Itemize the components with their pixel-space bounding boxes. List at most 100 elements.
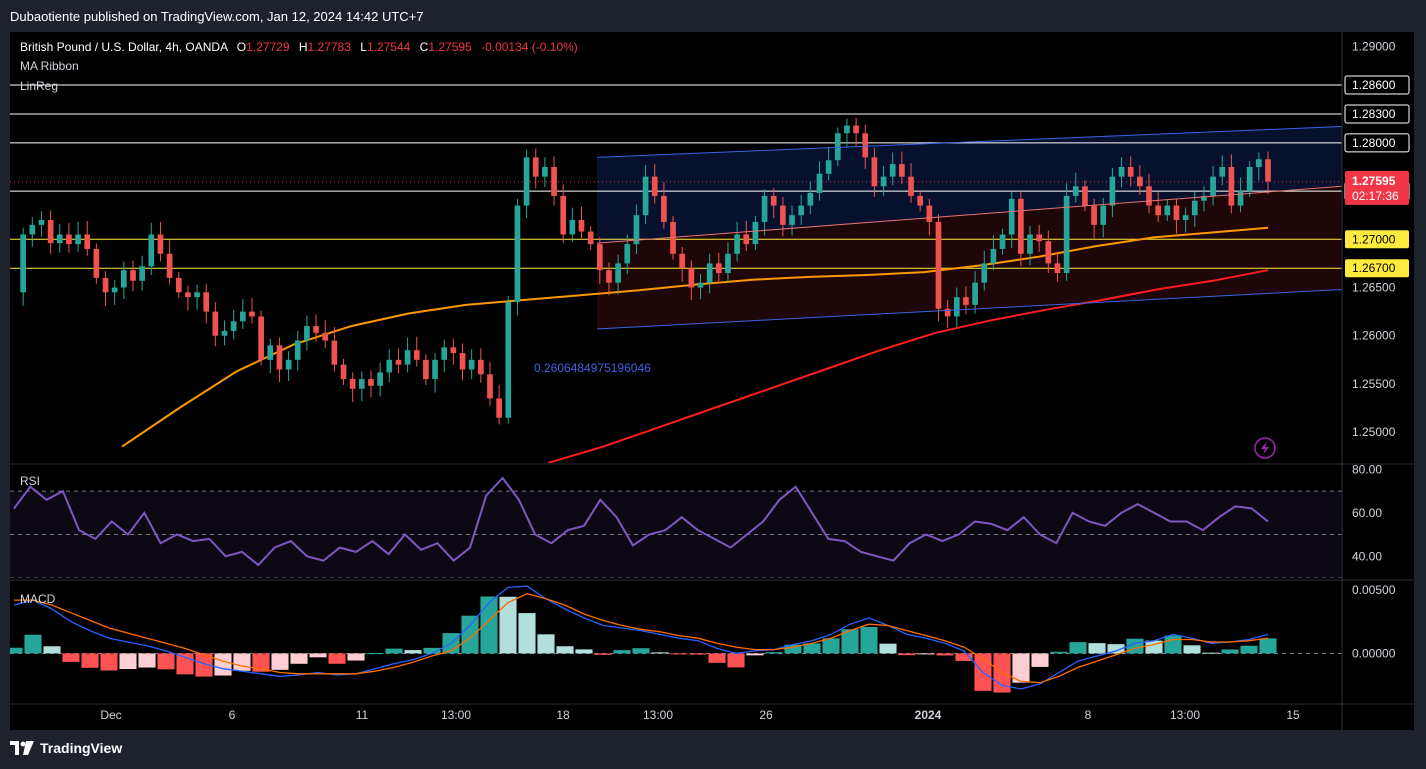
- macd-histogram-bar: [727, 653, 745, 668]
- macd-histogram-bar: [271, 653, 289, 670]
- macd-histogram-bar: [195, 653, 213, 677]
- candle-body: [212, 311, 219, 336]
- channel-lower-fill: [597, 186, 1342, 329]
- candle-body: [194, 292, 200, 298]
- macd-histogram-bar: [594, 653, 612, 655]
- time-axis-tick: 18: [556, 708, 570, 722]
- candle-body: [203, 292, 210, 312]
- open-value: 1.27729: [246, 40, 290, 54]
- level-tag-label: 1.28000: [1352, 136, 1396, 150]
- level-tag-label: 1.26700: [1352, 261, 1396, 275]
- macd-histogram-bar: [746, 653, 764, 656]
- macd-title[interactable]: MACD: [20, 592, 56, 606]
- macd-histogram-bar: [651, 652, 669, 654]
- candle-body: [1237, 191, 1244, 206]
- candle-body: [871, 157, 878, 187]
- level-tag-label: 1.28300: [1352, 107, 1396, 121]
- time-axis-tick: 11: [356, 708, 369, 722]
- candle-body: [130, 270, 136, 281]
- candle-body: [111, 287, 118, 293]
- candle-body: [29, 224, 36, 235]
- indicator-linreg[interactable]: LinReg: [20, 79, 58, 93]
- candle-body: [999, 234, 1006, 249]
- candle-body: [862, 133, 869, 158]
- macd-histogram-bar: [138, 653, 156, 668]
- macd-histogram-bar: [499, 596, 517, 654]
- candle-body: [239, 311, 246, 322]
- macd-histogram-bar: [461, 615, 479, 654]
- macd-histogram-bar: [1050, 651, 1068, 654]
- macd-histogram-bar: [841, 629, 859, 654]
- macd-histogram-bar: [81, 653, 99, 668]
- candle-body: [1091, 205, 1097, 225]
- macd-axis-tick: 0.00500: [1352, 583, 1396, 597]
- level-tag: [1344, 75, 1410, 95]
- candle-body: [1146, 186, 1152, 206]
- candle-body: [780, 205, 786, 225]
- macd-axis-tick: 0.00000: [1352, 646, 1396, 660]
- macd-pane: [10, 585, 1342, 693]
- candle-body: [477, 359, 484, 375]
- candle-body: [770, 195, 777, 206]
- candle-body: [1256, 159, 1262, 167]
- candle-body: [441, 347, 448, 360]
- candle-body: [66, 234, 72, 245]
- candle-body: [615, 263, 621, 283]
- macd-histogram-bar: [1164, 635, 1182, 654]
- candle-body: [1100, 205, 1107, 225]
- candle-body: [1228, 166, 1235, 206]
- candle-body: [322, 332, 329, 341]
- channel-upper-line: [596, 125, 1342, 158]
- symbol-name: British Pound / U.S. Dollar, 4h, OANDA: [20, 40, 228, 54]
- macd-histogram-bar: [1240, 645, 1258, 654]
- candle-body: [944, 308, 951, 317]
- macd-histogram-bar: [24, 634, 42, 654]
- candle-body: [670, 221, 676, 254]
- candle-body: [313, 326, 319, 333]
- candle-body: [990, 248, 997, 264]
- candle-body: [20, 234, 26, 293]
- tradingview-logo[interactable]: TradingView: [10, 740, 122, 756]
- candle-body: [1191, 200, 1198, 216]
- level-tag: [1344, 133, 1410, 153]
- time-axis-tick: 15: [1286, 708, 1300, 722]
- change-value: -0.00134 (-0.10%): [481, 40, 578, 54]
- channel-fill: [597, 126, 1342, 329]
- macd-signal-line: [14, 593, 1269, 684]
- candle-body: [743, 234, 750, 245]
- tradingview-brand: TradingView: [40, 740, 123, 756]
- candle-body: [450, 347, 457, 354]
- candle-body: [834, 133, 841, 161]
- macd-histogram-bar: [385, 648, 403, 654]
- publisher-bar: Dubaotiente published on TradingView.com…: [0, 0, 1426, 32]
- macd-histogram-bar: [1031, 653, 1049, 667]
- chart-panel[interactable]: [10, 32, 1414, 730]
- candle-body: [1118, 166, 1125, 177]
- macd-histogram-bar: [1221, 649, 1239, 654]
- macd-histogram-bar: [575, 649, 593, 654]
- candle-body: [798, 205, 805, 216]
- candle-body: [1027, 234, 1033, 254]
- candle-body: [47, 220, 54, 244]
- candle-body: [102, 277, 109, 293]
- candle-body: [1082, 186, 1088, 206]
- candle-body: [606, 270, 612, 283]
- legend-symbol: British Pound / U.S. Dollar, 4h, OANDA O…: [20, 40, 578, 54]
- last-price-tag: [1345, 170, 1409, 205]
- candle-body: [157, 234, 164, 254]
- ma-orange-line: [121, 226, 1269, 448]
- candle-body: [276, 345, 283, 370]
- candles: [20, 117, 1271, 425]
- rsi-title[interactable]: RSI: [20, 474, 40, 488]
- macd-histogram-bar: [176, 653, 194, 675]
- ma-red-line: [547, 269, 1269, 463]
- candle-body: [175, 277, 182, 293]
- indicator-ma-ribbon[interactable]: MA Ribbon: [20, 59, 79, 73]
- macd-histogram-bar: [917, 653, 935, 655]
- macd-histogram-bar: [10, 647, 23, 654]
- price-axis-tick: 1.25000: [1352, 425, 1396, 439]
- lightning-icon[interactable]: [1254, 437, 1276, 459]
- candle-body: [377, 372, 383, 386]
- candle-body: [1127, 166, 1134, 177]
